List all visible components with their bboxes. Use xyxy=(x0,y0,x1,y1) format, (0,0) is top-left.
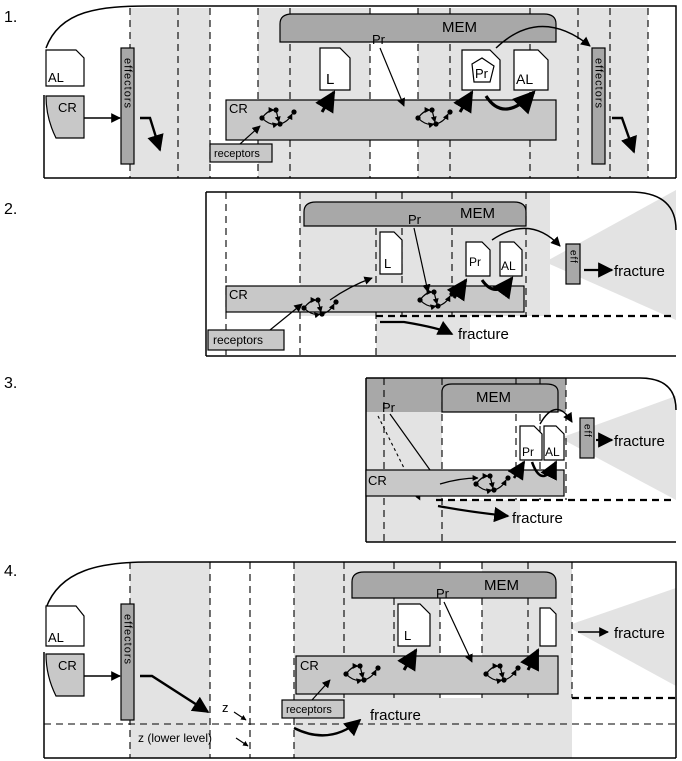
panel-4-receptors: receptors xyxy=(286,704,332,716)
panel-3: 3. MEM Pr CR Pr AL eff xyxy=(4,375,677,543)
panel-4-blank-doc xyxy=(539,607,557,647)
panel-2-eff: eff xyxy=(568,250,579,264)
panel-4-pr: Pr xyxy=(436,586,450,601)
panel-4-doc-l: L xyxy=(404,628,411,643)
panel-4-fracture-right: fracture xyxy=(614,625,665,642)
panel-2-cr: CR xyxy=(229,287,248,302)
panel-3-fracture-right: fracture xyxy=(614,433,665,450)
panel-3-number: 3. xyxy=(4,375,17,392)
panel-4-receptors-box xyxy=(281,699,345,719)
panel-4-effectors-left: effectors xyxy=(122,614,134,665)
panel-2-eff-box xyxy=(565,243,581,285)
panel-1-effectors-right-box xyxy=(591,47,606,165)
panel-1-mem-label: MEM xyxy=(442,19,477,36)
panel-4-z: z xyxy=(222,700,229,715)
panel-3-cr: CR xyxy=(368,473,387,488)
panel-2-receptors: receptors xyxy=(213,333,263,347)
panel-2-fracture-bottom: fracture xyxy=(458,326,509,343)
panel-4-cr-left: CR xyxy=(58,658,77,673)
panel-1-pr: Pr xyxy=(372,32,386,47)
panel-4-cr-inner: CR xyxy=(300,658,319,673)
panel-1-receptors: receptors xyxy=(214,148,260,160)
panel-2: 2. MEM CR L Pr Pr AL xyxy=(4,190,677,357)
panel-4: 4. MEM AL CR effectors xyxy=(4,561,677,759)
panel-4-effectors-left-box xyxy=(120,603,135,721)
panel-4-cr-box xyxy=(295,655,559,695)
panel-1-cr-inner: CR xyxy=(229,101,248,116)
panel-1: 1. MEM AL CR effectors xyxy=(4,5,677,179)
panel-3-fracture-bottom: fracture xyxy=(512,510,563,527)
panel-1-cr-box xyxy=(225,99,557,141)
panel-3-cr-box xyxy=(365,469,565,497)
panel-1-number: 1. xyxy=(4,9,17,26)
panel-2-cr-box xyxy=(225,285,525,313)
panel-1-effectors-left: effectors xyxy=(122,58,134,109)
panel-2-doc-pr: Pr xyxy=(469,255,481,269)
panel-3-eff: eff xyxy=(582,424,593,438)
panel-4-number: 4. xyxy=(4,563,17,580)
panel-3-doc-al: AL xyxy=(545,445,560,459)
panel-3-pr: Pr xyxy=(382,400,396,415)
panel-4-fracture-bottom: fracture xyxy=(370,707,421,724)
panel-1-doc-pr: Pr xyxy=(475,66,489,81)
panel-1-al-left: AL xyxy=(48,70,64,85)
panel-2-number: 2. xyxy=(4,201,17,218)
panel-2-doc-l: L xyxy=(384,256,391,271)
panel-1-effectors-right: effectors xyxy=(593,58,605,109)
panel-2-receptors-box xyxy=(207,329,285,351)
panel-1-doc-l: L xyxy=(326,71,334,88)
panel-2-fracture-right: fracture xyxy=(614,263,665,280)
panel-2-doc-al: AL xyxy=(501,259,516,273)
panel-4-mem-label: MEM xyxy=(484,577,519,594)
panel-4-z-lower: z (lower level) xyxy=(138,731,212,745)
panel-1-receptors-box xyxy=(209,143,273,163)
panel-2-mem-label: MEM xyxy=(460,205,495,222)
panel-1-doc-al: AL xyxy=(516,71,533,87)
panel-1-effectors-left-box xyxy=(120,47,135,165)
panel-1-cr-left: CR xyxy=(58,100,77,115)
panel-3-eff-box xyxy=(579,417,595,459)
panel-2-pr: Pr xyxy=(408,212,422,227)
panel-3-mem-label: MEM xyxy=(476,389,511,406)
panel-3-doc-pr: Pr xyxy=(522,445,534,459)
panel-4-al-left: AL xyxy=(48,630,64,645)
